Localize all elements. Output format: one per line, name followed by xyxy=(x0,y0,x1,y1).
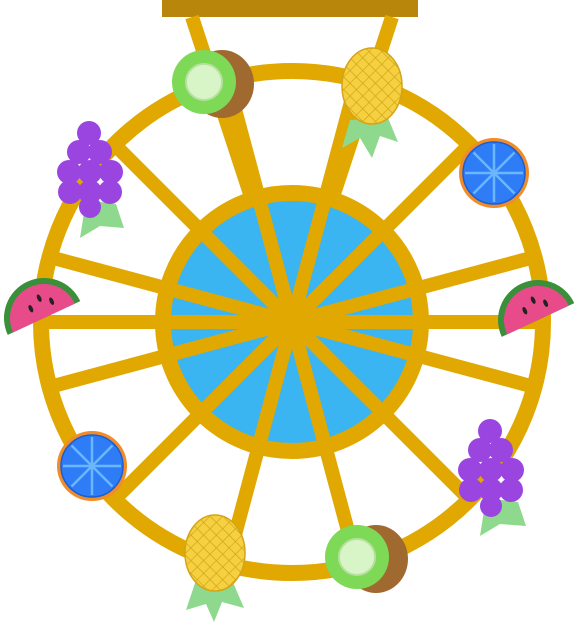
pineapple-leaves xyxy=(186,580,244,622)
wheel-spoke xyxy=(109,317,297,505)
gondola-orange-right[interactable] xyxy=(459,138,529,208)
wheel-spoke xyxy=(220,77,299,324)
pineapple-icon xyxy=(341,47,403,125)
wheel-spoke xyxy=(290,250,537,329)
wheel-spoke xyxy=(220,320,299,567)
gondola-watermelon-left[interactable] xyxy=(0,265,81,335)
wheel-spoke xyxy=(287,317,475,505)
pineapple-leaves xyxy=(342,118,398,158)
wheel-gondolas xyxy=(0,47,575,622)
gondola-grapes-left[interactable] xyxy=(57,121,124,238)
grapes-icon xyxy=(57,121,123,218)
gondola-watermelon-right[interactable] xyxy=(485,267,575,337)
grapes-icon xyxy=(458,419,524,517)
wheel-spoke xyxy=(287,139,475,327)
wheel-spokes xyxy=(41,77,543,567)
gondola-pineapple-top[interactable] xyxy=(341,47,403,158)
pineapple-icon xyxy=(184,514,246,592)
gondola-grapes-right[interactable] xyxy=(458,419,526,536)
gondola-pineapple-bottom[interactable] xyxy=(184,514,246,622)
gondola-kiwi-bottom[interactable] xyxy=(325,525,408,593)
gondola-orange-left[interactable] xyxy=(57,431,127,501)
wheel-spoke xyxy=(109,139,297,327)
gondola-kiwi-top[interactable] xyxy=(172,50,254,118)
wheel-spoke xyxy=(285,77,364,324)
support-beam xyxy=(162,0,418,17)
wheel-spoke xyxy=(290,315,537,394)
wheel-spoke xyxy=(285,320,364,567)
wheel-spoke xyxy=(47,250,294,329)
wheel-spoke xyxy=(47,315,294,394)
